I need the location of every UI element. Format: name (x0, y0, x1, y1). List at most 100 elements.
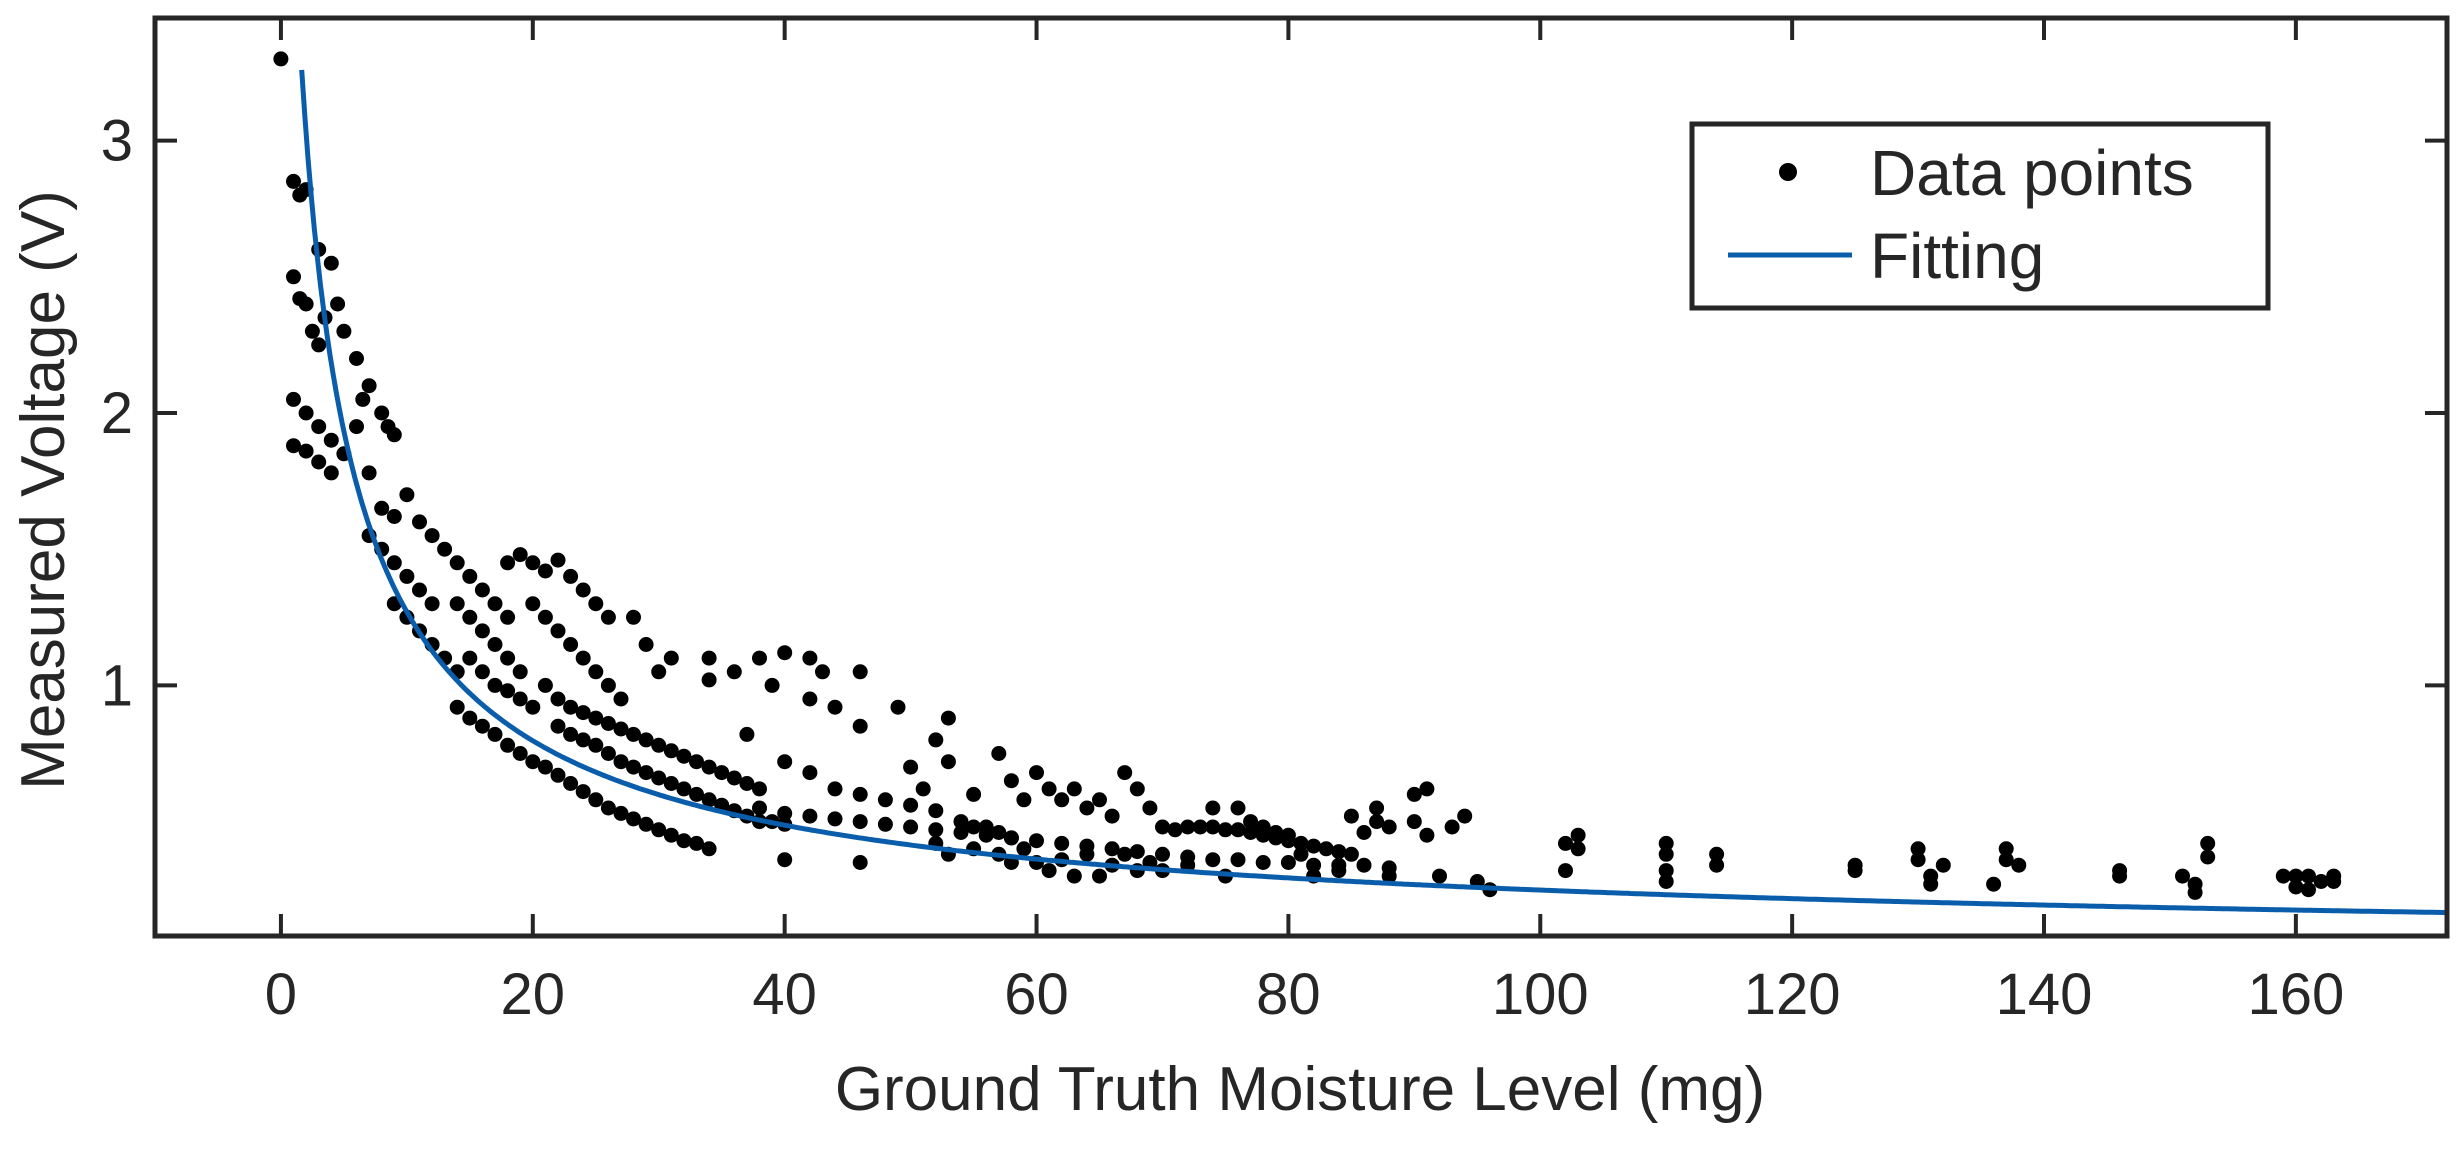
data-point-191 (1205, 852, 1221, 868)
data-point-281 (1658, 835, 1674, 851)
data-point-166 (903, 797, 919, 813)
data-point-184 (1029, 833, 1044, 849)
data-point-290 (1910, 852, 1926, 868)
data-point-29 (349, 419, 364, 435)
data-point-215 (1117, 765, 1133, 781)
data-point-0 (273, 51, 289, 67)
data-point-303 (2200, 835, 2216, 851)
data-point-6 (298, 296, 314, 312)
data-point-235 (1167, 822, 1183, 838)
data-point-71 (512, 746, 528, 761)
data-point-116 (701, 759, 717, 775)
data-point-283 (1658, 863, 1674, 879)
data-point-49 (449, 555, 465, 571)
data-point-273 (1444, 819, 1460, 835)
data-point-110 (626, 726, 641, 742)
data-point-262 (1343, 808, 1359, 824)
data-point-21 (311, 454, 327, 470)
data-point-133 (701, 792, 717, 808)
data-point-302 (2187, 884, 2203, 900)
data-point-149 (764, 677, 780, 693)
data-point-40 (412, 582, 427, 598)
data-point-96 (537, 609, 553, 625)
data-point-56 (474, 623, 490, 639)
data-point-53 (500, 609, 516, 625)
data-point-252 (1205, 800, 1221, 816)
data-point-155 (852, 664, 868, 680)
data-point-24 (355, 391, 371, 407)
plot-frame (152, 15, 2450, 939)
data-point-63 (500, 683, 516, 699)
data-point-92 (563, 568, 579, 584)
data-point-194 (1280, 855, 1296, 870)
data-point-169 (966, 819, 982, 835)
data-point-127 (626, 759, 641, 775)
x-tick-label-100: 100 (1492, 962, 1589, 1027)
y-tick-label-3: 3 (101, 109, 133, 174)
data-point-183 (1003, 830, 1019, 846)
data-point-210 (1054, 792, 1070, 808)
data-point-277 (1558, 835, 1573, 851)
data-point-16 (311, 419, 327, 435)
data-point-239 (1217, 822, 1233, 838)
data-point-241 (1243, 825, 1259, 840)
data-point-292 (1923, 876, 1939, 892)
data-point-163 (827, 781, 843, 797)
x-tick-label-20: 20 (501, 962, 566, 1027)
data-point-57 (487, 637, 503, 652)
data-point-104 (550, 691, 566, 707)
data-point-121 (550, 718, 566, 734)
data-point-97 (550, 623, 566, 639)
data-point-289 (1910, 841, 1926, 857)
data-point-89 (525, 555, 541, 571)
data-point-202 (915, 781, 931, 797)
data-point-39 (399, 568, 415, 584)
data-point-150 (777, 645, 793, 661)
data-point-15 (298, 405, 314, 421)
data-point-205 (991, 746, 1007, 761)
data-point-247 (1318, 841, 1334, 857)
data-point-151 (802, 650, 818, 666)
data-point-160 (739, 726, 755, 742)
data-point-173 (752, 800, 767, 816)
data-point-123 (575, 732, 591, 748)
data-point-51 (474, 582, 490, 598)
data-point-152 (815, 664, 830, 680)
fitting-curve (299, 69, 2446, 915)
data-point-263 (1356, 825, 1372, 840)
data-point-193 (1255, 855, 1271, 870)
data-point-255 (1243, 814, 1259, 830)
data-point-288 (1847, 863, 1863, 879)
data-point-83 (663, 827, 679, 843)
data-point-168 (953, 814, 969, 830)
y-axis-label: Measured Voltage (V) (9, 190, 78, 790)
data-point-79 (613, 805, 629, 821)
axes: 0 20 40 60 80 100 120 140 160 1 2 3 (101, 15, 2450, 1027)
data-point-74 (550, 767, 566, 783)
data-point-118 (726, 770, 742, 786)
data-point-294 (1986, 876, 2002, 892)
data-point-199 (777, 852, 793, 868)
data-point-267 (1381, 868, 1397, 884)
data-point-208 (1029, 765, 1044, 781)
data-point-99 (575, 650, 591, 666)
data-point-119 (739, 776, 755, 791)
data-point-34 (412, 514, 427, 530)
data-point-50 (462, 568, 478, 584)
data-point-312 (2326, 874, 2342, 889)
data-point-296 (1998, 852, 2014, 868)
data-point-11 (323, 255, 339, 271)
data-point-124 (588, 737, 604, 753)
data-point-75 (563, 776, 579, 791)
data-point-30 (361, 465, 377, 481)
data-point-307 (2288, 879, 2304, 895)
data-point-246 (1306, 838, 1322, 854)
data-point-195 (1306, 857, 1322, 873)
data-point-248 (1331, 844, 1347, 860)
data-point-305 (2275, 868, 2291, 884)
data-point-109 (613, 721, 629, 737)
data-point-108 (600, 716, 616, 731)
data-point-25 (361, 378, 377, 394)
data-point-256 (1255, 819, 1271, 835)
x-tick-label-160: 160 (2247, 962, 2344, 1027)
